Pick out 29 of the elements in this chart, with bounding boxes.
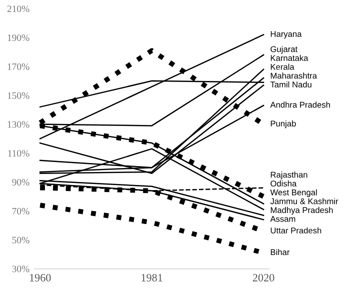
- y-tick-label: 190%: [8, 34, 30, 42]
- series-label: Jammu & Kashmir: [270, 198, 338, 204]
- y-tick-label: 90%: [12, 178, 30, 186]
- series-label: Madhya Pradesh: [270, 206, 333, 215]
- y-tick-label: 70%: [12, 208, 30, 214]
- x-tick-label: 1960: [30, 274, 51, 282]
- series-label: Bihar: [270, 248, 290, 256]
- series-label: Gujarat: [270, 46, 298, 54]
- series-label: Kerala: [270, 64, 294, 70]
- series-label: Maharashtra: [270, 72, 317, 79]
- y-tick-label: 210%: [7, 6, 30, 12]
- series-label: Uttar Pradesh: [270, 227, 322, 234]
- series-label: Karnataka: [270, 54, 308, 61]
- x-tick-label: 2020: [252, 274, 274, 282]
- series-label: Odisha: [270, 180, 297, 187]
- series-label: Punjab: [270, 120, 296, 128]
- y-tick-label: 110%: [8, 150, 30, 157]
- series-label: West Bengal: [270, 189, 317, 197]
- y-tick-label: 30%: [12, 266, 30, 272]
- series-label: Tamil Nadu: [270, 81, 312, 88]
- x-tick-label: 1981: [142, 274, 162, 282]
- y-tick-label: 150%: [8, 92, 30, 99]
- y-tick-label: 130%: [8, 121, 30, 128]
- series-label: Andhra Pradesh: [270, 102, 330, 108]
- series-label: Haryana: [270, 31, 302, 39]
- y-tick-label: 50%: [12, 236, 30, 244]
- series-label: Assam: [270, 216, 296, 222]
- series-label: Rajasthan: [270, 172, 308, 180]
- y-tick-label: 170%: [8, 63, 30, 70]
